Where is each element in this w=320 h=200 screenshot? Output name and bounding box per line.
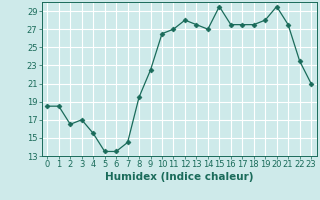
- X-axis label: Humidex (Indice chaleur): Humidex (Indice chaleur): [105, 172, 253, 182]
